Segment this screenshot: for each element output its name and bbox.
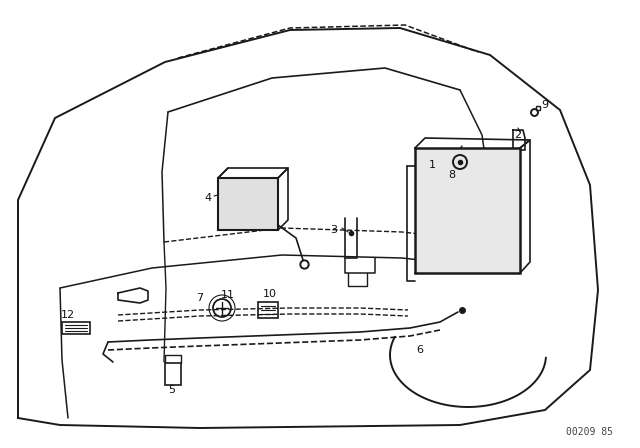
Bar <box>165 363 181 385</box>
Text: 2: 2 <box>515 130 522 140</box>
Text: 1: 1 <box>429 160 435 170</box>
Text: 3: 3 <box>330 225 337 235</box>
Text: 8: 8 <box>449 170 456 180</box>
Text: 6: 6 <box>417 345 424 355</box>
Text: 11: 11 <box>221 290 235 300</box>
Text: 10: 10 <box>263 289 277 299</box>
Bar <box>258 302 278 318</box>
Bar <box>62 322 90 334</box>
Text: 00209 85: 00209 85 <box>566 427 614 437</box>
Bar <box>415 148 520 273</box>
Bar <box>218 178 278 230</box>
Text: 4: 4 <box>204 193 212 203</box>
Text: 7: 7 <box>196 293 204 303</box>
Text: 9: 9 <box>541 100 548 110</box>
Text: 12: 12 <box>61 310 75 320</box>
Text: 5: 5 <box>168 385 175 395</box>
